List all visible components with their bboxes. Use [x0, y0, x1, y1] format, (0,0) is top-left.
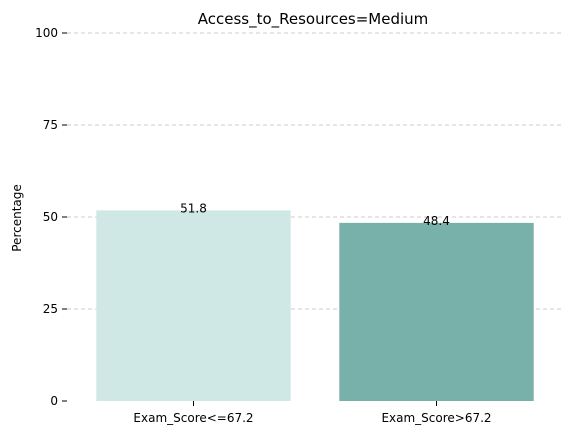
bar-layer — [96, 210, 534, 401]
y-axis-ticks: 0 25 50 75 100 — [35, 26, 67, 408]
x-tick-label: Exam_Score<=67.2 — [133, 411, 253, 425]
y-tick-label: 75 — [43, 118, 58, 132]
y-tick-label: 0 — [50, 394, 58, 408]
x-axis-ticks: Exam_Score<=67.2 Exam_Score>67.2 — [133, 401, 492, 425]
x-tick-label: Exam_Score>67.2 — [381, 411, 491, 425]
data-labels: 51.8 48.4 — [180, 201, 450, 228]
y-tick-label: 100 — [35, 26, 58, 40]
data-label: 48.4 — [423, 214, 450, 228]
bar-1 — [96, 210, 291, 401]
y-tick-label: 25 — [43, 302, 58, 316]
y-tick-label: 50 — [43, 210, 58, 224]
chart-title: Access_to_Resources=Medium — [198, 10, 429, 29]
bar-2 — [339, 222, 534, 401]
y-axis-label: Percentage — [10, 184, 24, 252]
data-label: 51.8 — [180, 201, 207, 215]
